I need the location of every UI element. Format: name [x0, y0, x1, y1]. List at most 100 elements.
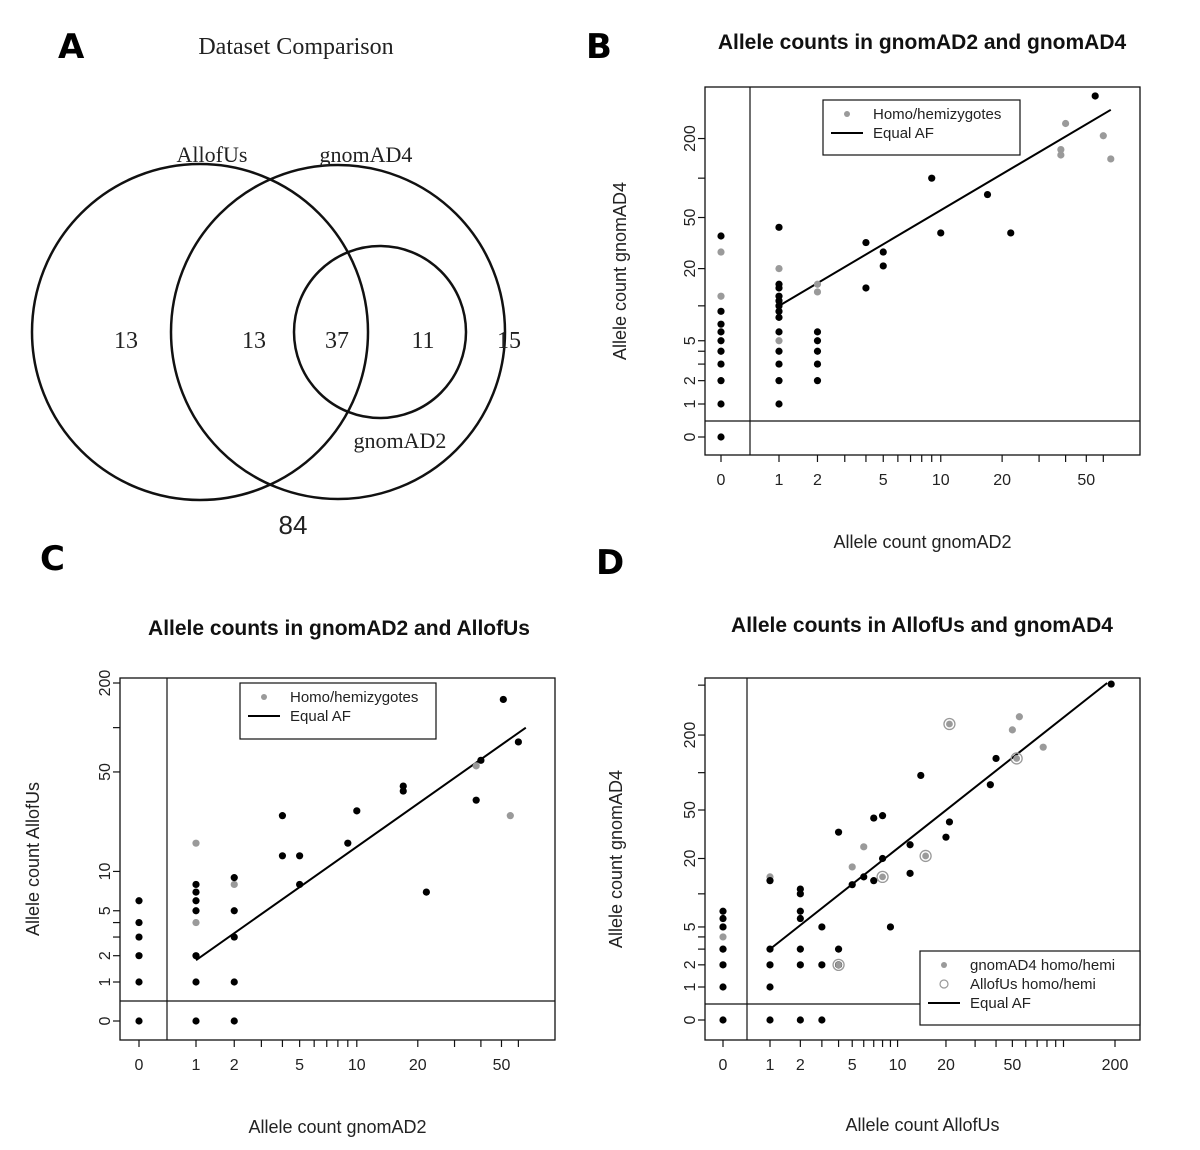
data-point-d [766, 1016, 774, 1024]
data-point-c [296, 880, 304, 889]
x-tick-label-d: 0 [719, 1057, 728, 1074]
legend-dot-symbol-b [844, 111, 850, 117]
data-point-d [818, 961, 826, 969]
data-point-d [719, 923, 727, 931]
legend-item-label-d: Equal AF [970, 995, 1031, 1012]
y-tick-label-b: 50 [682, 209, 699, 227]
data-point-d [870, 877, 878, 885]
y-tick-label-d: 2 [682, 960, 699, 969]
data-point-c [477, 756, 485, 764]
legend-dot-symbol-d [941, 962, 947, 968]
data-point-b [775, 292, 783, 300]
panel-letter-b: B [586, 27, 612, 67]
data-point-d [834, 828, 843, 836]
venn-circle-allofus [30, 162, 370, 502]
data-point-d [870, 814, 878, 822]
equal-af-line-c [195, 726, 527, 961]
plot-frame-b [704, 86, 1141, 456]
x-tick-label-b: 0 [717, 472, 726, 489]
venn-label-gnomad2: gnomAD2 [354, 428, 447, 453]
data-point-b [813, 337, 822, 345]
data-point-gray-b [1062, 119, 1070, 128]
x-tick-label-b: 1 [775, 472, 784, 489]
y-tick-label-d: 5 [682, 922, 699, 931]
legend-box-d [919, 950, 1141, 1026]
data-point-b [775, 377, 783, 385]
data-point-ring-d [1010, 752, 1023, 765]
data-point-b [1007, 229, 1015, 237]
panel-letter-a: A [58, 27, 85, 67]
data-point-b [717, 307, 725, 315]
x-axis-label-c: Allele count gnomAD2 [248, 1117, 426, 1137]
x-tick-label-c: 10 [348, 1057, 366, 1074]
x-tick-label-c: 20 [409, 1057, 427, 1074]
data-point-b [717, 400, 725, 408]
legend-c: Homo/hemizygotes Equal AF [239, 682, 437, 740]
equal-af-line-b [778, 108, 1112, 307]
y-tick-label-d: 20 [682, 849, 699, 867]
data-point-d [860, 873, 868, 881]
data-point-d [719, 914, 727, 923]
data-point-b [717, 232, 725, 240]
x-tick-label-d: 200 [1102, 1057, 1129, 1074]
data-point-d [886, 923, 895, 931]
data-point-d [796, 907, 804, 915]
y-axis-label-b: Allele count gnomAD4 [610, 182, 630, 360]
data-point-b [775, 328, 783, 336]
data-point-b [862, 238, 870, 247]
data-point-b [717, 347, 725, 355]
equal-af-line-d [769, 682, 1108, 950]
y-tick-label-c: 10 [97, 862, 114, 880]
data-point-d [766, 945, 774, 953]
data-point-ring-d [876, 870, 889, 884]
data-point-ring-center-d [1013, 755, 1021, 762]
y-axis-label-d: Allele count gnomAD4 [606, 770, 626, 948]
data-point-b [813, 328, 822, 336]
data-point-gray-c [192, 918, 200, 927]
legend-item-label-b: Equal AF [873, 125, 934, 142]
data-point-c [422, 888, 430, 896]
data-point-gray-d [1008, 726, 1016, 734]
data-point-c [296, 852, 304, 860]
data-point-b [879, 262, 887, 270]
y-tick-label-b: 20 [682, 260, 699, 278]
data-point-b [813, 377, 822, 385]
venn-count-allofus-only: 13 [114, 328, 138, 354]
data-point-b [775, 313, 783, 321]
data-point-c [230, 907, 238, 915]
data-point-gray-d [848, 863, 856, 871]
y-tick-label-b: 1 [682, 399, 699, 408]
data-point-b [775, 347, 783, 355]
y-tick-label-c: 0 [97, 1016, 114, 1025]
x-tick-label-d: 50 [1003, 1057, 1021, 1074]
data-point-c [135, 933, 143, 941]
x-tick-label-b: 5 [879, 472, 888, 489]
data-point-d [719, 907, 727, 915]
legend-d: gnomAD4 homo/hemi AllofUs homo/hemi Equal … [919, 950, 1141, 1026]
y-tick-label-c: 200 [97, 670, 114, 697]
data-point-d [917, 771, 925, 780]
data-point-gray-c [192, 839, 200, 847]
data-point-d [878, 812, 887, 820]
data-point-gray-d [719, 933, 727, 941]
data-point-c [135, 978, 143, 986]
venn-title: Dataset Comparison [198, 34, 393, 60]
data-point-gray-b [1107, 155, 1115, 163]
data-point-c [135, 897, 143, 905]
data-point-c [230, 933, 238, 941]
data-point-ring-center-d [879, 873, 886, 881]
data-point-gray-b [1057, 145, 1065, 154]
data-point-c [353, 807, 361, 815]
y-tick-label-c: 2 [97, 951, 114, 960]
x-tick-label-c: 50 [493, 1057, 511, 1074]
chart-title-d: Allele counts in AllofUs and gnomAD4 [731, 614, 1113, 637]
legend-item-label-c: Homo/hemizygotes [290, 689, 418, 706]
data-point-d [796, 885, 804, 893]
x-tick-label-b: 20 [993, 472, 1011, 489]
venn-circle-gnomad2 [292, 244, 468, 420]
data-point-gray-b [775, 265, 783, 273]
y-tick-label-d: 0 [682, 1015, 699, 1024]
data-point-b [717, 328, 725, 336]
data-point-d [945, 818, 954, 826]
